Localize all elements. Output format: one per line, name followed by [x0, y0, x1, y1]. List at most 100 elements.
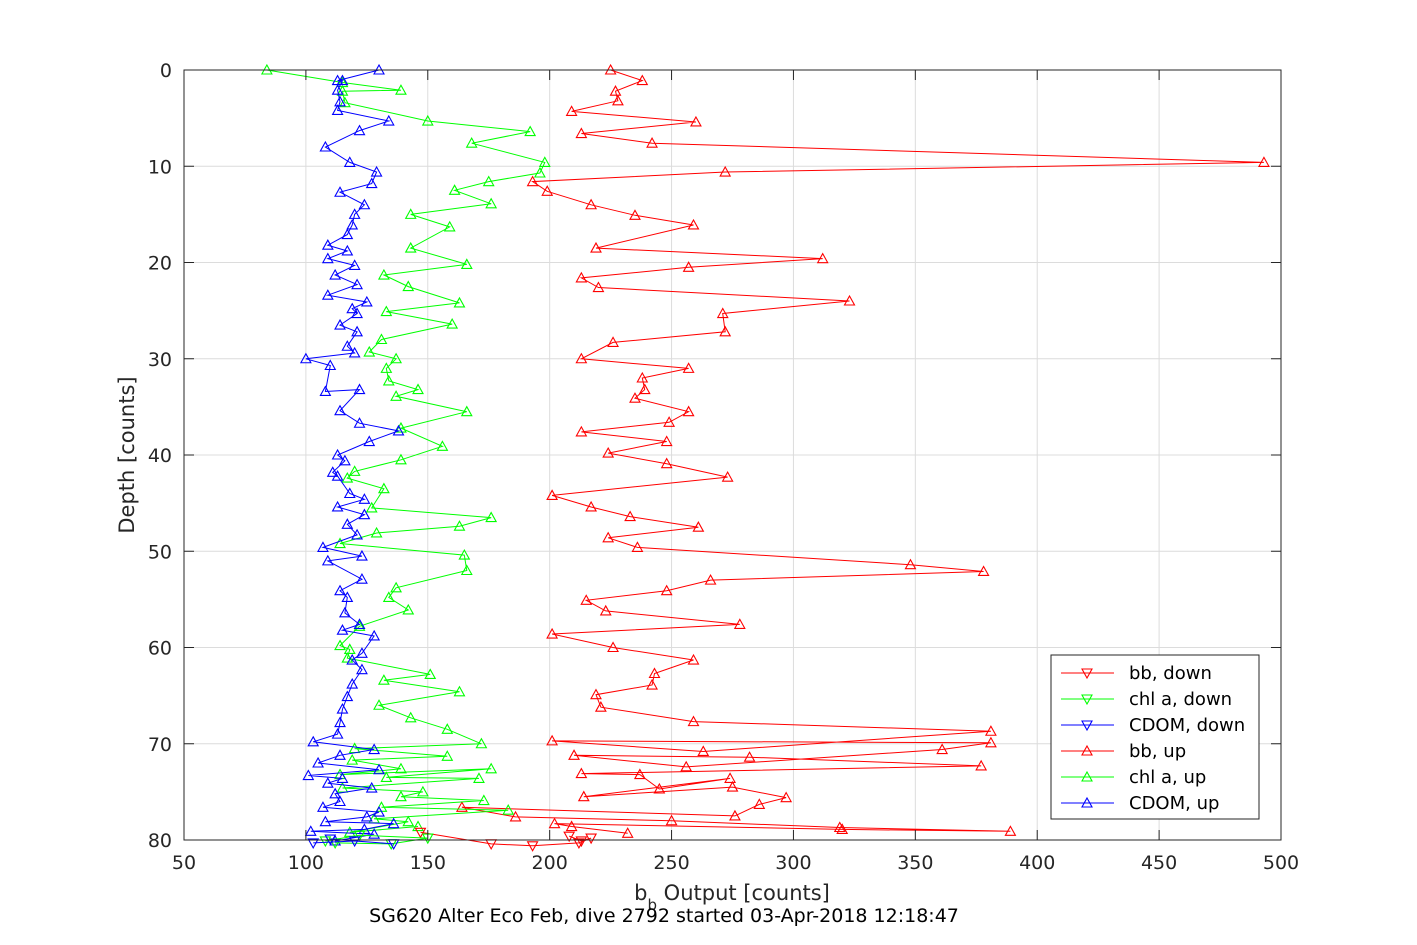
data-point — [692, 521, 705, 532]
x-tick-label: 300 — [775, 852, 811, 874]
data-point — [341, 651, 354, 663]
data-point — [377, 482, 390, 494]
x-tick-label: 150 — [410, 852, 446, 874]
data-point — [633, 768, 646, 780]
y-tick-label: 80 — [148, 830, 172, 852]
data-point — [575, 352, 588, 364]
data-point — [380, 305, 393, 317]
data-point — [331, 104, 344, 115]
data-point — [346, 753, 359, 765]
data-point — [334, 795, 346, 807]
data-point — [458, 548, 471, 560]
series-line-cdom-down — [313, 838, 394, 845]
data-point — [590, 241, 602, 253]
data-point — [665, 814, 678, 826]
data-point — [653, 782, 666, 794]
data-point — [321, 252, 334, 264]
data-point — [460, 258, 473, 269]
data-point — [719, 165, 732, 177]
data-point — [416, 785, 429, 797]
data-point — [621, 827, 634, 838]
data-point — [356, 663, 368, 675]
data-point — [402, 603, 415, 615]
x-tick-label: 400 — [1019, 852, 1055, 874]
data-point — [453, 296, 466, 308]
data-point — [356, 549, 368, 561]
data-point — [351, 325, 364, 337]
data-point — [585, 198, 598, 210]
data-point — [390, 352, 403, 364]
data-point — [346, 302, 359, 314]
data-point — [402, 815, 415, 827]
data-point — [392, 424, 405, 436]
legend-marker-chl-a-up — [1081, 770, 1093, 782]
data-point — [721, 471, 734, 482]
data-point — [353, 620, 366, 631]
data-point — [548, 817, 561, 829]
data-point — [331, 448, 344, 460]
data-point — [646, 137, 658, 148]
data-point — [343, 826, 356, 837]
data-point — [370, 526, 383, 538]
legend-marker-bb-down — [1081, 668, 1093, 680]
data-point — [743, 751, 756, 762]
data-point — [421, 114, 434, 126]
data-point — [331, 74, 344, 86]
data-point — [599, 604, 612, 616]
data-point — [629, 209, 641, 220]
data-point — [729, 809, 741, 821]
data-point — [390, 581, 403, 593]
legend-box — [1050, 654, 1260, 820]
data-point — [404, 711, 417, 723]
data-point — [687, 715, 700, 727]
data-point — [509, 810, 522, 822]
data-point — [780, 791, 793, 803]
x-axis-label: bb Output [counts] — [634, 881, 830, 914]
data-point — [719, 325, 732, 337]
data-point — [329, 268, 342, 280]
data-point — [382, 374, 395, 386]
data-point — [356, 647, 368, 658]
data-point — [341, 244, 354, 256]
data-point — [351, 278, 364, 290]
data-point — [590, 688, 602, 700]
data-point — [485, 197, 498, 209]
data-point — [575, 767, 588, 779]
data-point — [341, 228, 354, 240]
series-line-bb-down — [420, 831, 592, 847]
data-point — [687, 218, 700, 230]
data-point — [565, 105, 578, 116]
data-point — [682, 362, 695, 373]
data-point — [594, 701, 607, 712]
legend-label-bb-down: bb, down — [1129, 663, 1212, 684]
data-point — [319, 385, 332, 397]
series-line-bb-up — [461, 69, 1264, 834]
data-point — [329, 787, 342, 799]
data-point — [975, 759, 988, 771]
data-point — [441, 750, 454, 761]
data-point — [636, 371, 649, 383]
data-point — [682, 261, 695, 272]
data-point — [334, 318, 346, 330]
series-layer — [260, 63, 1270, 852]
data-point — [631, 541, 644, 552]
x-tick-label: 100 — [288, 852, 324, 874]
series-bb-up — [455, 63, 1270, 838]
data-point — [390, 390, 403, 401]
data-point — [455, 801, 468, 812]
data-point — [395, 84, 407, 95]
data-point — [836, 823, 849, 834]
series-cdom-up — [299, 63, 405, 846]
data-point — [331, 500, 344, 512]
data-point — [526, 841, 539, 852]
data-point — [936, 743, 949, 755]
legend-label-chl-a-down: chl a, down — [1129, 689, 1232, 710]
data-point — [302, 769, 315, 781]
data-point — [299, 352, 312, 364]
y-tick-label: 0 — [160, 60, 172, 82]
y-tick-label: 50 — [148, 541, 172, 563]
data-point — [334, 716, 346, 728]
data-point — [331, 470, 344, 481]
data-point — [538, 156, 551, 167]
